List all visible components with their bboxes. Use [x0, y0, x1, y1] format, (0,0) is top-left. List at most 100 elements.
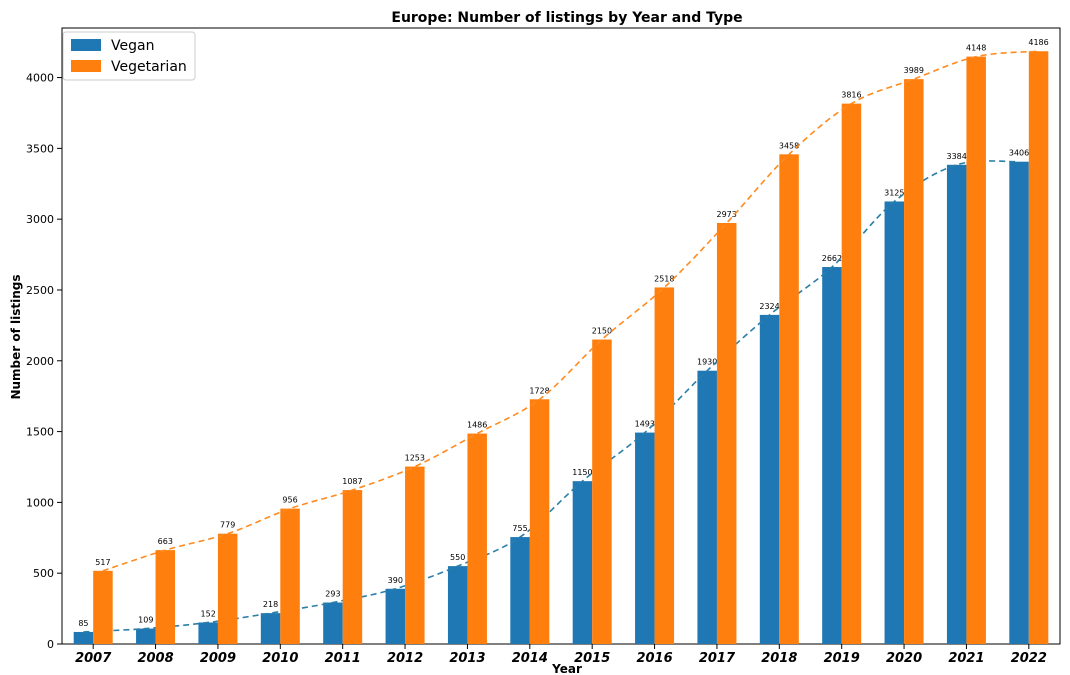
y-tick-label: 500	[33, 567, 54, 580]
bar-vegan	[73, 631, 94, 644]
data-label: 1493	[635, 420, 655, 429]
x-tick-label: 2018	[761, 651, 797, 666]
data-label: 3458	[779, 141, 799, 150]
trend-line-vegetarian	[102, 50, 1039, 572]
bar-vegan	[136, 628, 156, 644]
data-label: 85	[78, 619, 88, 628]
bar-vegan	[697, 370, 717, 644]
x-tick-label: 2017	[699, 651, 736, 666]
legend: Vegan Vegetarian	[62, 31, 196, 81]
data-label: 2973	[717, 210, 737, 219]
y-tick-label: 1000	[26, 496, 54, 509]
data-label: 2150	[592, 327, 612, 336]
x-tick-label: 2010	[262, 651, 298, 666]
y-tick-label: 4000	[26, 72, 54, 85]
data-label: 1150	[572, 468, 592, 477]
bar-vegetarian	[592, 339, 612, 644]
data-label: 517	[95, 558, 110, 567]
bar-vegan	[323, 602, 343, 644]
data-label: 1486	[467, 421, 487, 430]
x-tick-label: 2011	[325, 651, 361, 666]
bar-vegetarian	[904, 79, 924, 645]
bar-vegetarian	[342, 490, 363, 644]
x-tick-label: 2022	[1011, 651, 1047, 666]
bar-vegan	[1009, 161, 1029, 644]
bar-vegetarian	[467, 433, 487, 644]
trend-line-vegan	[83, 160, 1020, 633]
data-label: 4148	[966, 44, 986, 53]
bar-vegetarian	[405, 466, 425, 644]
data-label: 3406	[1009, 149, 1029, 158]
data-label: 152	[201, 609, 216, 618]
data-label: 550	[450, 553, 465, 562]
data-label: 956	[282, 496, 297, 505]
data-label: 3125	[884, 188, 904, 197]
data-label: 218	[263, 600, 278, 609]
x-tick-label: 2019	[824, 651, 860, 666]
legend-swatch-vegetarian	[71, 60, 101, 72]
bar-vegetarian	[841, 103, 862, 644]
bar-vegetarian	[1028, 51, 1049, 645]
y-tick-label: 1500	[26, 426, 54, 439]
x-tick-label: 2016	[636, 651, 672, 666]
data-label: 3384	[947, 152, 967, 161]
data-label: 4186	[1028, 38, 1048, 47]
bar-vegan	[510, 537, 530, 644]
bar-vegetarian	[93, 570, 113, 644]
bar-vegan	[884, 201, 905, 645]
y-tick-label: 3500	[26, 142, 54, 155]
data-label: 2324	[759, 302, 779, 311]
data-label: 1253	[405, 454, 425, 463]
x-tick-label: 2014	[512, 651, 548, 666]
y-tick-label: 0	[47, 638, 54, 651]
data-label: 779	[220, 521, 235, 530]
bar-vegetarian	[155, 550, 176, 644]
x-axis-label: Year	[551, 662, 582, 675]
data-label: 1930	[697, 358, 717, 367]
bar-vegetarian	[654, 287, 675, 644]
bar-vegan	[447, 566, 468, 644]
plot-frame	[61, 27, 1061, 645]
x-tick-label: 2009	[200, 651, 236, 666]
legend-label-vegetarian: Vegetarian	[111, 59, 187, 75]
x-tick-label: 2015	[574, 651, 610, 666]
x-tick-label: 2012	[387, 651, 423, 666]
bar-vegetarian	[529, 399, 550, 644]
bar-vegan	[385, 588, 406, 644]
x-tick-label: 2021	[948, 651, 984, 666]
plot-area: 0 500 1000 1500 2000 2500 3000 3500 4000 2007 2008…	[26, 27, 1061, 666]
data-label: 663	[158, 537, 173, 546]
data-label: 2662	[822, 254, 842, 263]
bar-vegan	[759, 314, 780, 644]
bar-vegan	[572, 481, 593, 644]
x-tick-label: 2008	[137, 651, 173, 666]
bar-vegan	[260, 613, 281, 644]
data-label: 109	[138, 616, 153, 625]
data-label: 2518	[654, 274, 674, 283]
x-tick-label: 2007	[75, 651, 112, 666]
data-label: 1728	[529, 386, 549, 395]
bar-vegan	[822, 267, 842, 644]
y-tick-label: 2000	[26, 355, 54, 368]
legend-swatch-vegan	[71, 39, 101, 51]
bar-vegetarian	[966, 56, 986, 645]
data-label: 1087	[342, 477, 362, 486]
chart-title: Europe: Number of listings by Year and T…	[391, 10, 742, 26]
data-label: 3816	[841, 91, 861, 100]
y-tick-label: 2500	[26, 284, 54, 297]
bar-vegetarian	[217, 533, 238, 644]
x-tick-label: 2013	[449, 651, 485, 666]
bar-vegan	[946, 164, 967, 644]
bar-vegetarian	[280, 508, 300, 644]
bar-vegetarian	[716, 222, 737, 645]
bar-vegan	[198, 622, 218, 644]
x-tick-label: 2020	[886, 651, 922, 666]
data-label: 390	[388, 576, 403, 585]
y-axis-label: Number of listings	[9, 274, 23, 399]
y-tick-label: 3000	[26, 213, 54, 226]
data-label: 293	[325, 590, 340, 599]
legend-label-vegan: Vegan	[111, 38, 154, 54]
bar-vegan	[635, 432, 655, 644]
data-label: 3989	[904, 66, 924, 75]
